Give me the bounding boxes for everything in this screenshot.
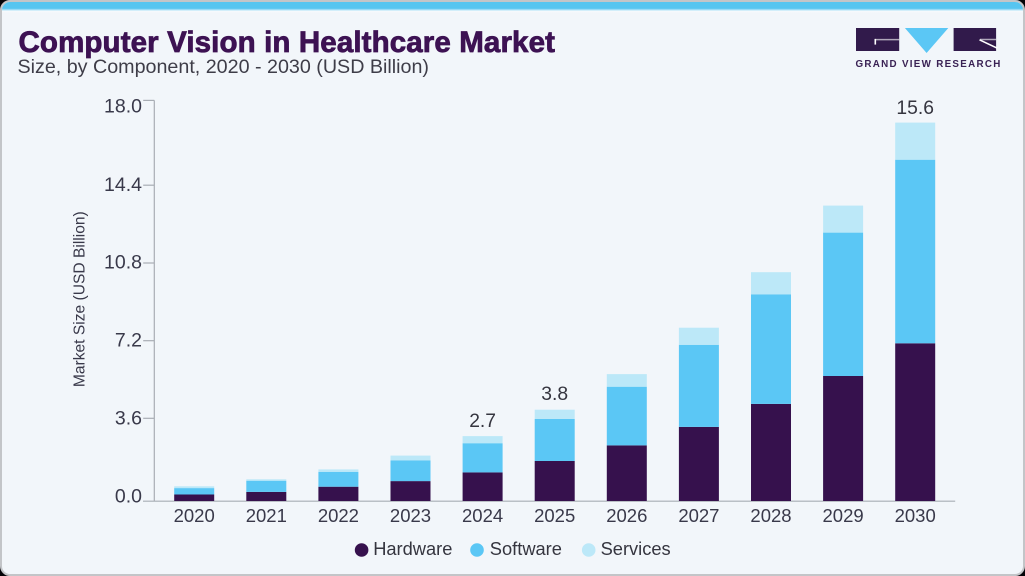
svg-text:2027: 2027 (678, 505, 719, 526)
svg-text:7.2: 7.2 (115, 329, 142, 351)
svg-text:GRAND VIEW RESEARCH: GRAND VIEW RESEARCH (856, 59, 1002, 70)
svg-text:2024: 2024 (462, 505, 503, 526)
svg-text:2030: 2030 (895, 505, 936, 526)
svg-text:2020: 2020 (174, 505, 215, 526)
svg-text:2.7: 2.7 (469, 411, 496, 432)
svg-text:2029: 2029 (823, 505, 864, 526)
svg-text:2028: 2028 (750, 505, 791, 526)
svg-text:10.8: 10.8 (104, 251, 142, 273)
svg-text:3.6: 3.6 (115, 407, 142, 429)
svg-text:2026: 2026 (606, 505, 647, 526)
svg-text:3.8: 3.8 (541, 384, 568, 405)
svg-text:0.0: 0.0 (115, 485, 142, 507)
svg-text:15.6: 15.6 (896, 98, 934, 119)
svg-text:2021: 2021 (246, 505, 287, 526)
svg-text:2023: 2023 (390, 505, 431, 526)
svg-text:18.0: 18.0 (104, 96, 142, 118)
svg-text:2025: 2025 (534, 505, 575, 526)
svg-text:Hardware: Hardware (373, 538, 452, 559)
svg-text:2022: 2022 (318, 505, 359, 526)
svg-text:14.4: 14.4 (104, 174, 142, 196)
svg-text:Market Size (USD Billion): Market Size (USD Billion) (72, 211, 89, 387)
svg-text:Software: Software (490, 538, 562, 559)
svg-text:Services: Services (601, 538, 671, 559)
